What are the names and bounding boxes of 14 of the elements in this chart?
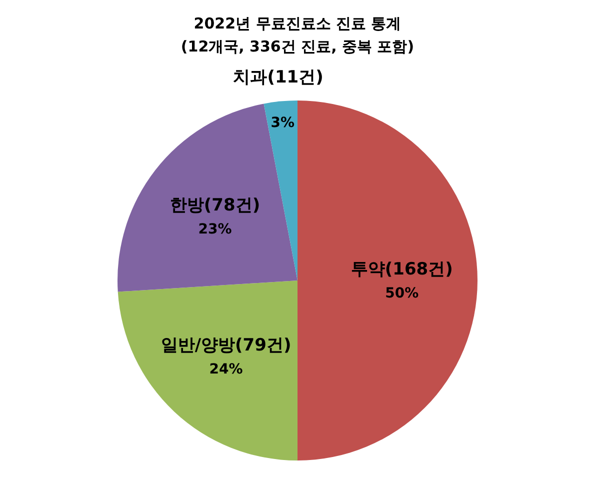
chart-subtitle: (12개국, 336건 진료, 중복 포함)	[180, 37, 414, 56]
pie-slice	[264, 100, 298, 280]
slice-label: 투약(168건)	[350, 260, 453, 280]
data-label: 50%	[385, 286, 419, 302]
pie-slice	[118, 104, 298, 292]
chart-title: 2022년 무료진료소 진료 통계	[194, 14, 402, 32]
data-label: 3%	[270, 115, 295, 132]
data-label: 24%	[209, 362, 243, 378]
slice-label: 한방(78건)	[170, 196, 260, 216]
slice-label: 일반/양방(79건)	[160, 336, 292, 356]
pie-slice	[118, 280, 298, 460]
slice-label: 치과(11건)	[233, 67, 324, 88]
data-label: 23%	[198, 222, 232, 238]
pie-slice	[298, 100, 478, 460]
